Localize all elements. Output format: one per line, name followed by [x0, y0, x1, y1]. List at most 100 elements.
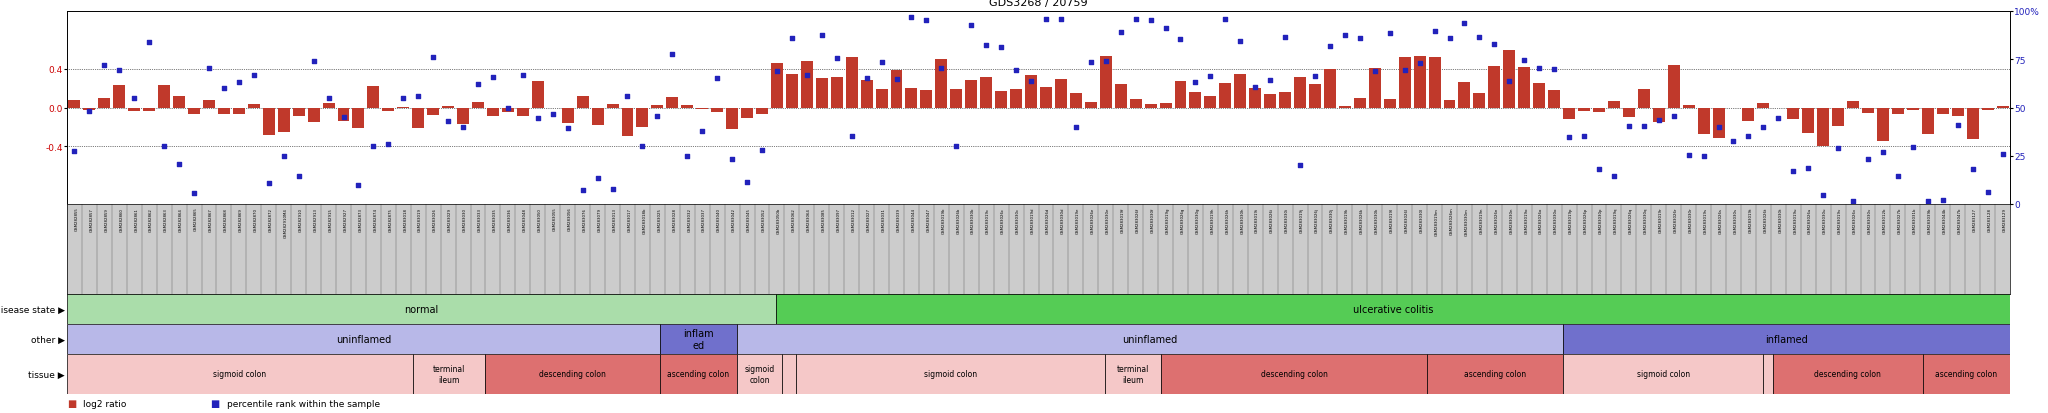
Bar — [1145, 105, 1157, 108]
Bar — [307, 108, 319, 123]
Bar — [174, 97, 184, 108]
Bar — [203, 100, 215, 108]
Bar — [1294, 78, 1307, 108]
Point — [1657, 113, 1690, 120]
Bar — [782, 354, 795, 394]
Text: inflamed: inflamed — [1765, 334, 1808, 344]
Text: GSM283079: GSM283079 — [598, 207, 602, 231]
Text: GSM282868: GSM282868 — [223, 207, 227, 231]
Point — [1896, 144, 1929, 151]
Bar — [1489, 66, 1501, 108]
Text: GSM282859: GSM282859 — [104, 207, 109, 231]
Text: GSM283062: GSM283062 — [793, 207, 797, 231]
Text: GSM283033: GSM283033 — [477, 207, 481, 231]
Point — [252, 180, 285, 187]
Text: GSM283052: GSM283052 — [762, 207, 766, 231]
Bar — [129, 108, 139, 112]
Bar — [1997, 107, 2009, 108]
Bar — [860, 81, 872, 108]
Bar — [1563, 354, 1763, 394]
Text: GSM283056: GSM283056 — [567, 207, 571, 231]
Bar — [1219, 84, 1231, 108]
Point — [1149, 26, 1182, 32]
Bar — [485, 354, 659, 394]
Text: GSM283042: GSM283042 — [731, 207, 735, 231]
Bar — [936, 59, 948, 108]
Bar — [1548, 91, 1561, 108]
Text: GSM283031: GSM283031 — [881, 207, 885, 231]
Bar — [1534, 84, 1544, 108]
Point — [850, 75, 883, 82]
Point — [207, 85, 240, 92]
Bar — [682, 106, 692, 108]
Point — [1792, 165, 1825, 172]
Point — [1090, 59, 1122, 65]
Point — [1284, 163, 1317, 169]
Bar — [262, 108, 274, 136]
Bar — [846, 58, 858, 108]
Bar — [1503, 51, 1516, 108]
Point — [57, 148, 90, 155]
Bar — [1907, 108, 1919, 110]
Point — [1733, 134, 1765, 140]
Text: GSM283047: GSM283047 — [926, 207, 930, 231]
Point — [1374, 31, 1407, 38]
Text: GSM283030c: GSM283030c — [1016, 207, 1020, 233]
Text: GSM283026d: GSM283026d — [1047, 207, 1051, 233]
Point — [1014, 78, 1047, 85]
Bar — [1399, 57, 1411, 108]
Text: GSM283035: GSM283035 — [494, 207, 498, 231]
Point — [522, 116, 555, 122]
Text: GSM283019c: GSM283019c — [987, 207, 989, 233]
Text: GSM283030e: GSM283030e — [1106, 207, 1110, 233]
Point — [356, 144, 389, 150]
Point — [1239, 85, 1272, 92]
Point — [1628, 123, 1661, 130]
Bar — [1204, 97, 1217, 108]
Text: GSM282915: GSM282915 — [328, 207, 332, 231]
Point — [715, 157, 748, 163]
Point — [776, 36, 809, 43]
Point — [1194, 73, 1227, 80]
Point — [1180, 79, 1212, 86]
Text: GSM283026f: GSM283026f — [1137, 207, 1139, 233]
Bar — [950, 90, 963, 108]
Text: GSM283026v: GSM283026v — [1853, 207, 1858, 233]
Point — [1927, 197, 1960, 204]
Bar — [68, 324, 659, 354]
Point — [926, 66, 958, 72]
Text: GSM282869: GSM282869 — [240, 207, 244, 231]
Point — [971, 43, 1004, 50]
Point — [297, 59, 330, 65]
Text: GSM283027b: GSM283027b — [1898, 207, 1903, 234]
Point — [1417, 28, 1450, 35]
Text: GSM283032: GSM283032 — [688, 207, 692, 231]
Point — [1673, 152, 1706, 159]
Text: GSM283026b: GSM283026b — [956, 207, 961, 233]
Text: normal: normal — [403, 304, 438, 314]
Text: GSM282872: GSM282872 — [268, 207, 272, 231]
Text: ■: ■ — [68, 399, 76, 408]
Bar — [217, 108, 229, 115]
Bar — [84, 108, 96, 110]
Text: GSM283030l: GSM283030l — [1419, 207, 1423, 232]
Point — [641, 113, 674, 120]
Point — [223, 79, 256, 86]
Bar — [1593, 108, 1606, 112]
Bar — [1323, 69, 1335, 108]
Point — [700, 75, 733, 82]
Bar — [1937, 108, 1950, 115]
Text: GSM283026m: GSM283026m — [1450, 207, 1454, 235]
Text: sigmoid colon: sigmoid colon — [924, 370, 977, 379]
Text: GSM283019b: GSM283019b — [942, 207, 946, 234]
Point — [1075, 59, 1108, 66]
Text: GSM283127: GSM283127 — [1972, 207, 1976, 231]
Text: GSM282873: GSM282873 — [358, 207, 362, 231]
Text: uninflamed: uninflamed — [1122, 334, 1178, 344]
Bar — [68, 294, 776, 324]
Point — [1688, 153, 1720, 159]
Text: GSM283012: GSM283012 — [852, 207, 856, 231]
Point — [1030, 17, 1063, 23]
Bar — [891, 71, 903, 108]
Bar — [1876, 108, 1888, 142]
